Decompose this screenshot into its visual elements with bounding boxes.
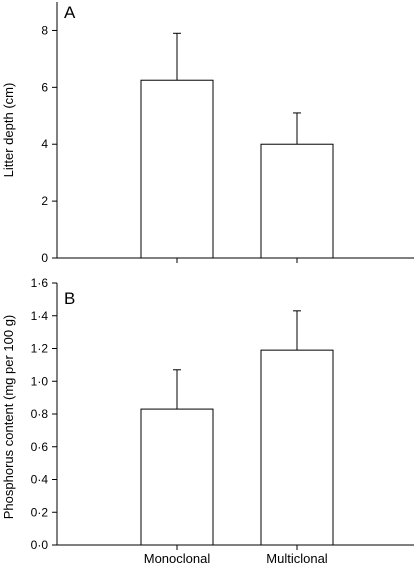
panel-b-y-tick-label: 1·0 <box>31 374 49 388</box>
panel-b-y-tick-label: 1·2 <box>31 342 49 356</box>
panel-a-y-tick-label: 8 <box>41 23 48 37</box>
panel-a: 0 2 4 6 8 A Litter depth (cm) <box>1 2 414 265</box>
panel-b-y-tick-label: 0·2 <box>31 505 49 519</box>
panel-b-y-tick-label: 0·4 <box>31 473 49 487</box>
panel-a-y-tick-label: 4 <box>41 137 48 151</box>
panel-b-y-tick-label: 1·4 <box>31 309 49 323</box>
panel-b-y-tick-label: 0·8 <box>31 407 49 421</box>
panel-b-letter: B <box>64 289 75 308</box>
panel-b-y-tick-label: 1·6 <box>31 276 49 290</box>
panel-b-y-ticks: 0·0 0·2 0·4 0·6 0·8 1·0 1·2 1·4 1·6 <box>31 276 57 552</box>
panel-a-y-tick-label: 6 <box>41 80 48 94</box>
panel-b-y-tick-label: 0·6 <box>31 440 49 454</box>
panel-a-letter: A <box>64 3 76 22</box>
panel-a-y-tick-label: 0 <box>41 251 48 265</box>
panel-b: 0·0 0·2 0·4 0·6 0·8 1·0 1·2 1·4 1·6 B Phosphorus… <box>1 276 414 552</box>
panel-a-y-ticks: 0 2 4 6 8 <box>41 23 57 265</box>
panel-b-y-axis-title: Phosphorus content (mg per 100 g) <box>1 315 16 520</box>
panel-a-y-axis-title: Litter depth (cm) <box>1 83 16 178</box>
panel-a-bar-multiclonal <box>260 143 334 259</box>
panel-b-bar-multiclonal <box>260 349 334 546</box>
panel-a-y-tick-label: 2 <box>41 194 48 208</box>
panel-b-bars <box>140 310 334 550</box>
x-category-label-monoclonal: Monoclonal <box>144 551 211 566</box>
x-category-label-multiclonal: Multiclonal <box>266 551 328 566</box>
panel-b-y-tick-label: 0·0 <box>31 538 49 552</box>
panel-b-bar-monoclonal <box>140 408 214 546</box>
panel-a-bars <box>140 32 334 263</box>
panel-a-bar-monoclonal <box>140 79 214 259</box>
